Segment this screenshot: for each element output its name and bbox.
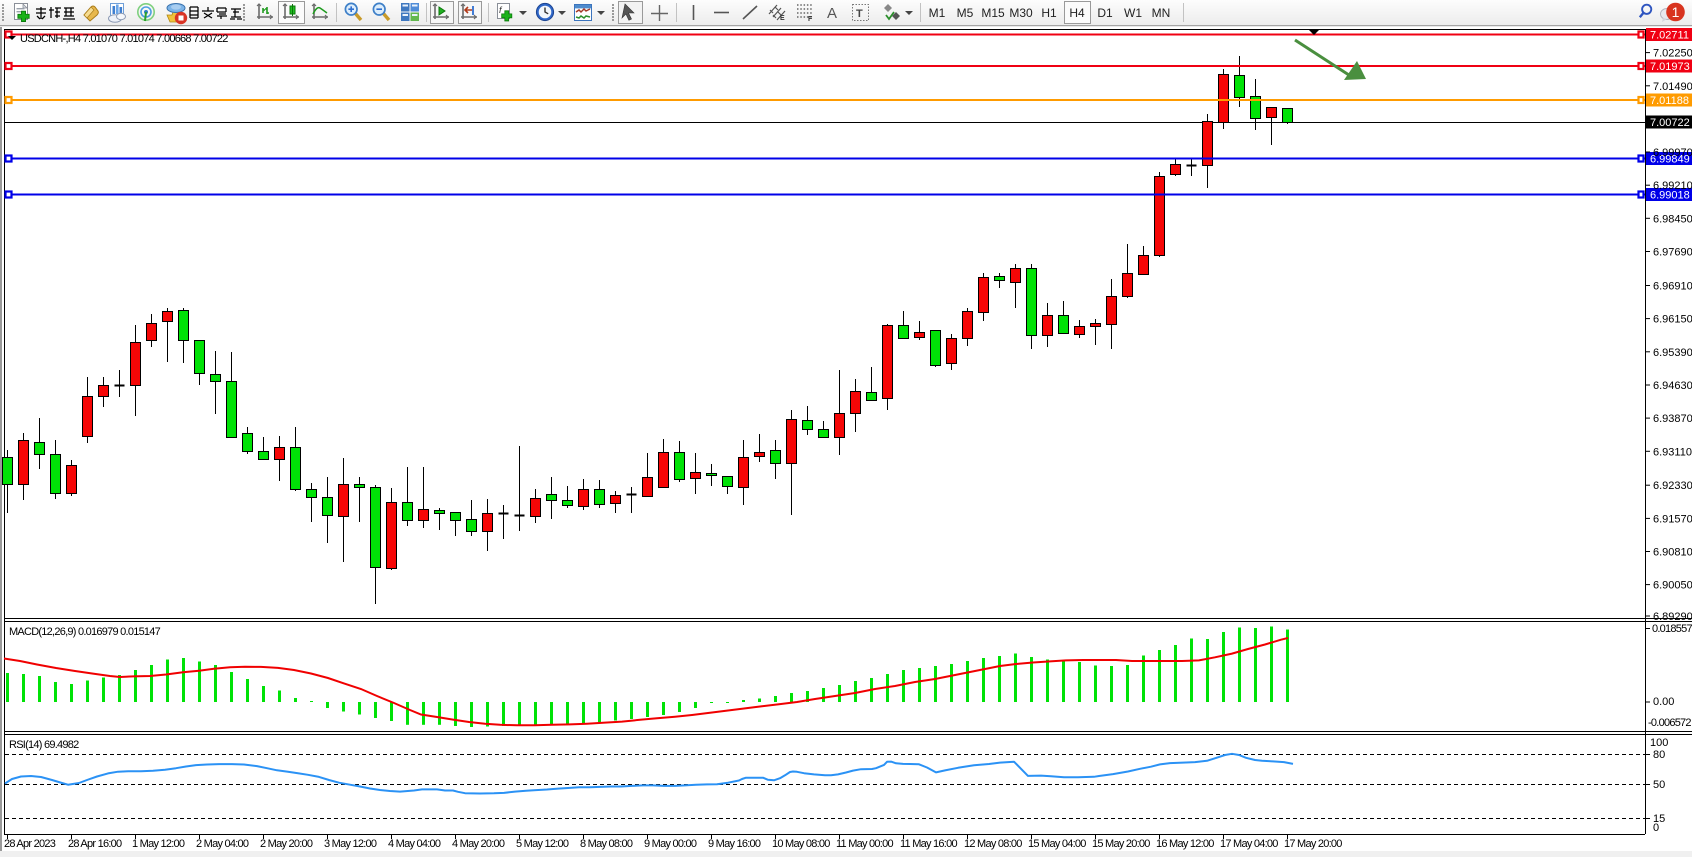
svg-text:6.95390: 6.95390	[1653, 347, 1692, 359]
svg-text:6.98450: 6.98450	[1653, 213, 1692, 225]
svg-text:M1: M1	[929, 6, 946, 20]
svg-text:6.99849: 6.99849	[1650, 154, 1690, 166]
svg-text:6.89290: 6.89290	[1653, 611, 1692, 623]
svg-text:28 Apr 2023: 28 Apr 2023	[4, 838, 56, 850]
svg-text:0.00: 0.00	[1653, 696, 1674, 708]
svg-text:80: 80	[1653, 749, 1665, 761]
svg-text:1 May 12:00: 1 May 12:00	[132, 838, 185, 850]
svg-text:E: E	[780, 15, 785, 22]
svg-text:6.96150: 6.96150	[1653, 314, 1692, 326]
svg-text:2 May 20:00: 2 May 20:00	[260, 838, 313, 850]
svg-text:6.91570: 6.91570	[1653, 513, 1692, 525]
svg-text:4 May 20:00: 4 May 20:00	[452, 838, 505, 850]
svg-text:17 May 20:00: 17 May 20:00	[1284, 838, 1342, 850]
svg-text:M5: M5	[957, 6, 974, 20]
svg-text:F: F	[808, 16, 813, 23]
svg-text:W1: W1	[1124, 6, 1142, 20]
svg-text:-0.006572: -0.006572	[1648, 717, 1691, 729]
svg-text:9 May 00:00: 9 May 00:00	[644, 838, 697, 850]
svg-text:7.01490: 7.01490	[1653, 81, 1692, 93]
svg-text:100: 100	[1650, 737, 1668, 749]
svg-text:T: T	[856, 8, 863, 20]
svg-text:7.00722: 7.00722	[1650, 117, 1690, 129]
svg-text:12 May 08:00: 12 May 08:00	[964, 838, 1022, 850]
svg-text:28 Apr 16:00: 28 Apr 16:00	[68, 838, 122, 850]
svg-text:11 May 16:00: 11 May 16:00	[900, 838, 957, 850]
svg-text:f: f	[499, 5, 503, 15]
svg-text:7.02711: 7.02711	[1650, 30, 1689, 42]
svg-text:1: 1	[1672, 4, 1680, 20]
svg-text:6.90810: 6.90810	[1653, 547, 1692, 559]
svg-text:RSI(14) 69.4982: RSI(14) 69.4982	[9, 739, 79, 751]
svg-text:D1: D1	[1097, 6, 1113, 20]
svg-text:2 May 04:00: 2 May 04:00	[196, 838, 249, 850]
svg-text:17 May 04:00: 17 May 04:00	[1220, 838, 1278, 850]
svg-text:8 May 08:00: 8 May 08:00	[580, 838, 633, 850]
svg-text:6.93870: 6.93870	[1653, 413, 1692, 425]
svg-text:M30: M30	[1009, 6, 1033, 20]
svg-text:6.93110: 6.93110	[1653, 446, 1692, 458]
svg-text:10 May 08:00: 10 May 08:00	[772, 838, 830, 850]
svg-text:6.99210: 6.99210	[1653, 180, 1692, 192]
svg-text:USDCNH-,H4 7.01070 7.01074 7.: USDCNH-,H4 7.01070 7.01074 7.00668 7.007…	[20, 33, 228, 45]
svg-text:6.90050: 6.90050	[1653, 580, 1692, 592]
svg-text:M15: M15	[981, 6, 1005, 20]
svg-text:16 May 12:00: 16 May 12:00	[1156, 838, 1214, 850]
svg-text:6.99970: 6.99970	[1653, 147, 1692, 159]
svg-text:6.96910: 6.96910	[1653, 281, 1692, 293]
svg-text:A: A	[827, 5, 837, 22]
svg-text:MACD(12,26,9) 0.016979 0.01514: MACD(12,26,9) 0.016979 0.015147	[9, 626, 161, 638]
svg-text:9 May 16:00: 9 May 16:00	[708, 838, 761, 850]
svg-text:15 May 20:00: 15 May 20:00	[1092, 838, 1150, 850]
svg-text:H4: H4	[1069, 6, 1085, 20]
svg-text:4 May 04:00: 4 May 04:00	[388, 838, 441, 850]
svg-text:6.99018: 6.99018	[1650, 190, 1690, 202]
svg-text:3 May 12:00: 3 May 12:00	[324, 838, 377, 850]
svg-text:7.01973: 7.01973	[1650, 61, 1690, 73]
svg-text:0.018557: 0.018557	[1652, 623, 1692, 635]
svg-text:H1: H1	[1041, 6, 1057, 20]
svg-text:6.97690: 6.97690	[1653, 247, 1692, 259]
svg-text:6.94630: 6.94630	[1653, 380, 1692, 392]
svg-text:50: 50	[1653, 779, 1665, 791]
svg-text:11 May 00:00: 11 May 00:00	[836, 838, 893, 850]
svg-text:MN: MN	[1152, 6, 1171, 20]
svg-text:7.02250: 7.02250	[1653, 48, 1692, 60]
svg-text:6.92330: 6.92330	[1653, 480, 1692, 492]
svg-text:5 May 12:00: 5 May 12:00	[516, 838, 569, 850]
svg-text:0: 0	[1653, 822, 1659, 834]
svg-text:7.01188: 7.01188	[1650, 95, 1689, 107]
svg-text:15: 15	[1653, 813, 1665, 825]
svg-text:15 May 04:00: 15 May 04:00	[1028, 838, 1086, 850]
